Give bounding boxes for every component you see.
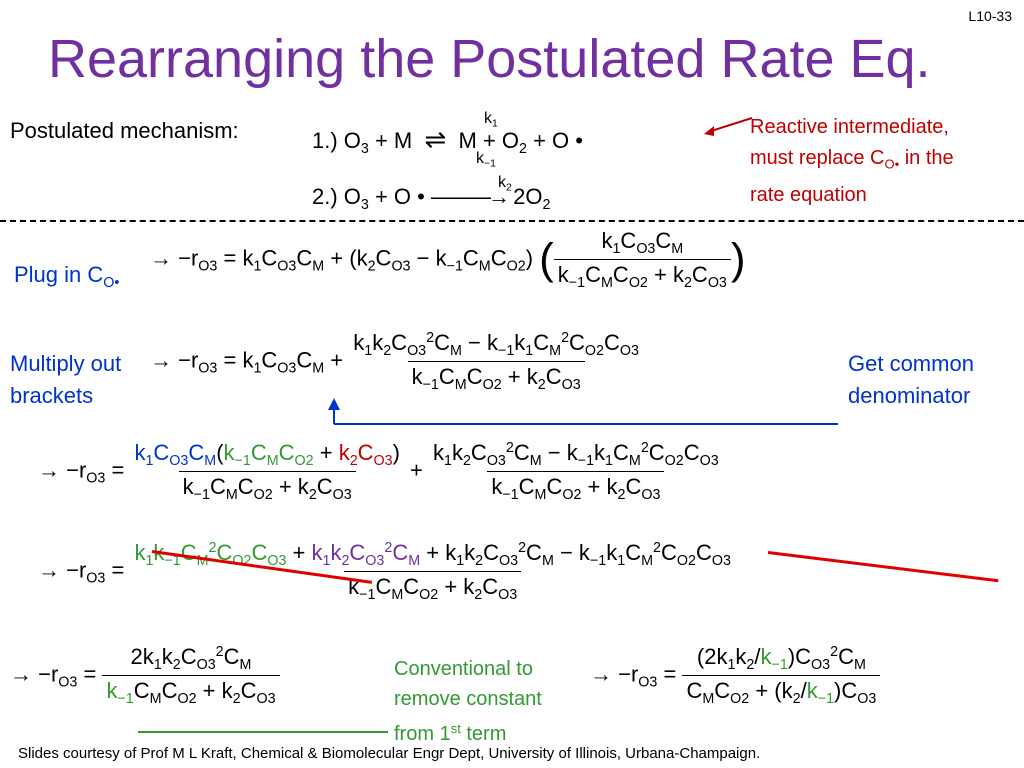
slide-number: L10-33 <box>968 8 1012 24</box>
strike-line <box>767 551 999 583</box>
equation-common: → −rO3 = k1CO3CM(k−1CMCO2 + k2CO3) k−1CMC… <box>38 440 719 503</box>
common-denominator-arrow-icon <box>328 398 838 425</box>
underline-arrow <box>138 731 388 733</box>
plug-label: Plug in CO• <box>14 262 120 291</box>
k1-label: k1 <box>484 110 498 130</box>
multiply-label: Multiply out brackets <box>10 351 122 408</box>
mechanism-step-2: 2.) O3 + O • ———→ 2O2 <box>312 184 551 213</box>
equation-simplified: → −rO3 = 2k1k2CO32CM k−1CMCO2 + k2CO3 <box>10 644 280 707</box>
k-minus1-label: k−1 <box>476 150 496 170</box>
equation-combined: → −rO3 = k1k−1CM2CO2CO3 + k1k2CO32CM + k… <box>38 540 731 603</box>
k2-label: k2 <box>498 174 512 194</box>
footer-credit: Slides courtesy of Prof M L Kraft, Chemi… <box>18 745 761 762</box>
note-arrow-icon <box>704 117 753 136</box>
section-divider <box>0 220 1024 222</box>
slide-title: Rearranging the Postulated Rate Eq. <box>48 29 931 89</box>
equation-multiply: → −rO3 = k1CO3CM + k1k2CO32CM − k−1k1CM2… <box>150 330 639 393</box>
mechanism-step-1: 1.) O3 + M ⇌ M + O2 + O • <box>312 124 583 157</box>
equation-plug: → −rO3 = k1CO3CM + (k2CO3 − k−1CMCO2) (k… <box>150 228 746 291</box>
conventional-label: Conventional to remove constant from 1st t… <box>394 658 542 746</box>
mechanism-label: Postulated mechanism: <box>10 118 239 143</box>
common-denominator-label: Get common denominator <box>848 351 974 408</box>
equation-final: → −rO3 = (2k1k2/k−1)CO32CM CMCO2 + (k2/k−… <box>590 644 881 707</box>
intermediate-note: Reactive intermediate, must replace CO• i… <box>750 116 954 206</box>
